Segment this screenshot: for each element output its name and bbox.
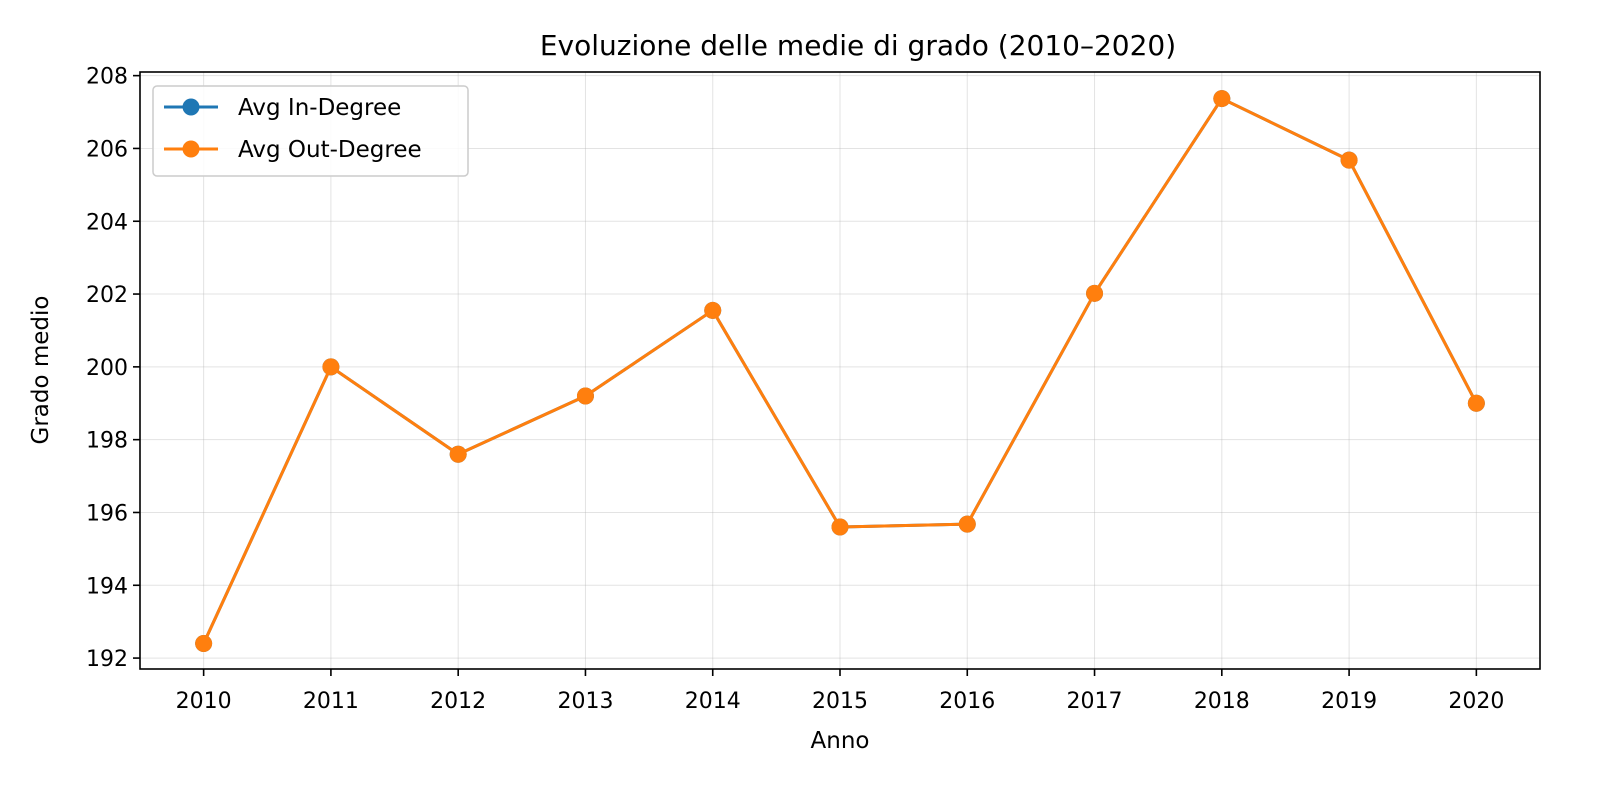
x-tick-label: 2016 [939, 689, 995, 714]
x-tick-label: 2013 [557, 689, 613, 714]
legend-label: Avg Out-Degree [238, 137, 422, 163]
x-tick-label: 2018 [1194, 689, 1250, 714]
data-point [704, 301, 722, 319]
data-point [1467, 394, 1485, 412]
y-axis-label: Grado medio [28, 296, 54, 445]
x-axis-label: Anno [811, 728, 870, 754]
chart-title: Evoluzione delle medie di grado (2010–20… [540, 29, 1176, 62]
x-tick-label: 2020 [1448, 689, 1504, 714]
y-tick-label: 196 [86, 501, 128, 526]
y-tick-label: 200 [86, 356, 128, 381]
x-tick-label: 2017 [1067, 689, 1123, 714]
data-point [449, 445, 467, 463]
y-tick-label: 194 [86, 574, 128, 599]
data-point [195, 635, 213, 653]
legend: Avg In-Degree Avg Out-Degree [152, 85, 469, 177]
y-axis: 192 194 196 198 200 202 204 206 208 [86, 65, 140, 672]
legend-box [152, 85, 469, 177]
x-tick-label: 2012 [430, 689, 486, 714]
y-tick-label: 204 [86, 210, 128, 235]
y-tick-label: 206 [86, 137, 128, 162]
legend-marker [182, 140, 200, 158]
data-point [322, 358, 340, 376]
x-tick-label: 2010 [176, 689, 232, 714]
x-tick-label: 2019 [1321, 689, 1377, 714]
data-point [1213, 90, 1231, 108]
x-tick-label: 2015 [812, 689, 868, 714]
x-tick-label: 2011 [303, 689, 359, 714]
x-axis: 2010 2011 2012 2013 2014 2015 2016 2017 2018 2019… [176, 669, 1504, 714]
data-point [831, 518, 849, 536]
x-tick-label: 2014 [685, 689, 741, 714]
y-tick-label: 208 [86, 65, 128, 90]
legend-label: Avg In-Degree [238, 95, 401, 121]
y-tick-label: 192 [86, 647, 128, 672]
legend-marker [182, 98, 200, 116]
data-point [958, 515, 976, 533]
data-point [1340, 151, 1358, 169]
data-point [1086, 284, 1104, 302]
y-tick-label: 198 [86, 429, 128, 454]
y-tick-label: 202 [86, 283, 128, 308]
series-layer [195, 90, 1485, 653]
series-avg-out-degree [195, 90, 1485, 653]
data-point [576, 387, 594, 405]
